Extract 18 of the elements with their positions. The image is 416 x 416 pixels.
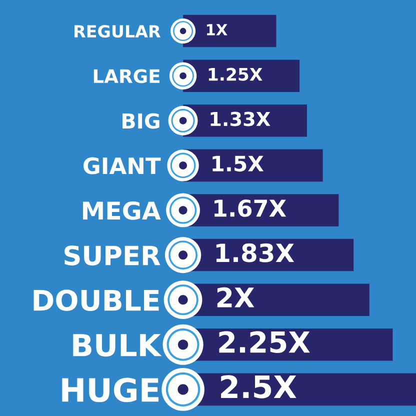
y-tick-label: MEGA (83, 201, 161, 220)
y-tick-label: HUGE (62, 378, 158, 402)
data-label: 2X (217, 287, 254, 308)
y-tick-label: GIANT (84, 157, 161, 174)
y-tick-label: LARGE (94, 69, 160, 84)
data-label: 1.83X (216, 243, 294, 262)
y-tick-label: REGULAR (74, 25, 160, 38)
data-label: 1.5X (212, 156, 264, 172)
y-tick-label: BIG (122, 113, 160, 129)
data-label: 2.25X (219, 331, 310, 354)
data-label: 1X (206, 24, 228, 36)
data-label: 1.25X (208, 68, 262, 81)
data-label: 1.67X (214, 200, 286, 217)
y-tick-label: DOUBLE (34, 290, 159, 312)
data-label: 1.33X (210, 112, 270, 126)
y-tick-label: SUPER (64, 245, 160, 266)
data-label: 2.5X (221, 375, 296, 398)
y-tick-label: BULK (73, 334, 162, 357)
